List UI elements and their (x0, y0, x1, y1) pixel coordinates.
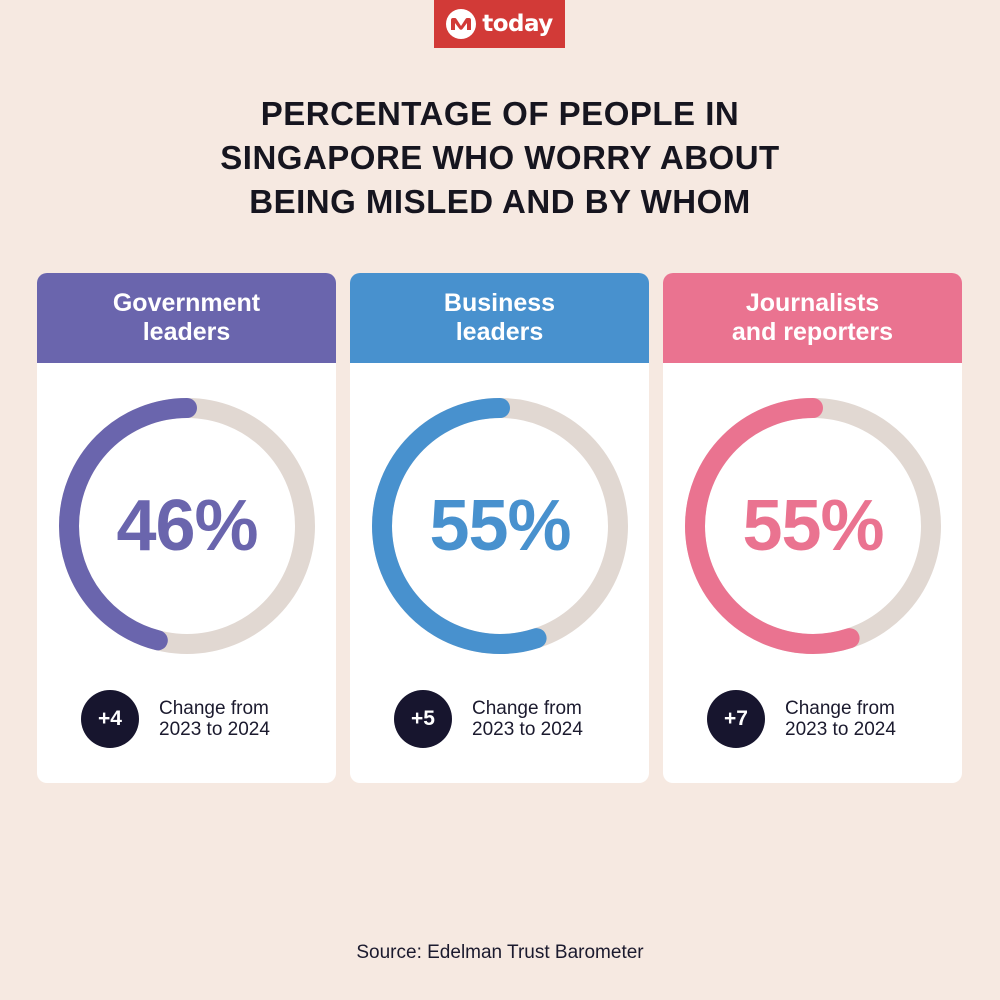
percentage-label: 55% (742, 486, 884, 566)
card-header-line: Government (112, 289, 261, 317)
change-text-line: Change from (159, 698, 269, 719)
chart-title: PERCENTAGE OF PEOPLE IN SINGAPORE WHO WO… (100, 92, 900, 224)
card-business-leaders: Business leaders 55% +5 Change from 2023… (350, 273, 649, 783)
change-text: Change from 2023 to 2024 (785, 698, 896, 740)
card-journalists-reporters: Journalists and reporters 55% +7 Change … (663, 273, 962, 783)
card-header: Government leaders (37, 273, 336, 363)
donut-value-arc (59, 398, 315, 654)
card-header: Business leaders (350, 273, 649, 363)
card-header-line: leaders (142, 318, 231, 346)
percentage-label: 55% (429, 486, 571, 566)
change-text-line: 2023 to 2024 (159, 719, 270, 740)
logo-text: today (482, 11, 553, 37)
card-header-line: Journalists (745, 289, 880, 317)
change-text-line: Change from (472, 698, 582, 719)
change-row: +5 Change from 2023 to 2024 (394, 690, 583, 748)
card-header-line: and reporters (731, 318, 894, 346)
donut-svg (372, 398, 628, 654)
donut-chart: 55% (372, 398, 628, 654)
card-header-line: leaders (455, 318, 544, 346)
change-text-line: Change from (785, 698, 895, 719)
change-badge: +7 (707, 690, 765, 748)
title-line: PERCENTAGE OF PEOPLE IN (260, 95, 740, 132)
change-badge: +4 (81, 690, 139, 748)
change-text-line: 2023 to 2024 (785, 719, 896, 740)
card-government-leaders: Government leaders 46% +4 Change from 20… (37, 273, 336, 783)
change-text: Change from 2023 to 2024 (159, 698, 270, 740)
donut-chart: 46% (59, 398, 315, 654)
donut-chart: 55% (685, 398, 941, 654)
donut-svg (59, 398, 315, 654)
title-line: SINGAPORE WHO WORRY ABOUT (220, 139, 780, 176)
percentage-label: 46% (116, 486, 258, 566)
donut-svg (685, 398, 941, 654)
today-logo: today (434, 0, 565, 48)
change-row: +7 Change from 2023 to 2024 (707, 690, 896, 748)
change-text: Change from 2023 to 2024 (472, 698, 583, 740)
donut-value-arc (372, 398, 628, 654)
change-text-line: 2023 to 2024 (472, 719, 583, 740)
m-icon (451, 18, 472, 30)
source-note: Source: Edelman Trust Barometer (356, 942, 644, 963)
donut-value-arc (685, 398, 941, 654)
card-header: Journalists and reporters (663, 273, 962, 363)
mediacorp-mark-icon (446, 9, 477, 39)
card-header-line: Business (443, 289, 556, 317)
change-row: +4 Change from 2023 to 2024 (81, 690, 270, 748)
title-line: BEING MISLED AND BY WHOM (249, 183, 751, 220)
change-badge: +5 (394, 690, 452, 748)
